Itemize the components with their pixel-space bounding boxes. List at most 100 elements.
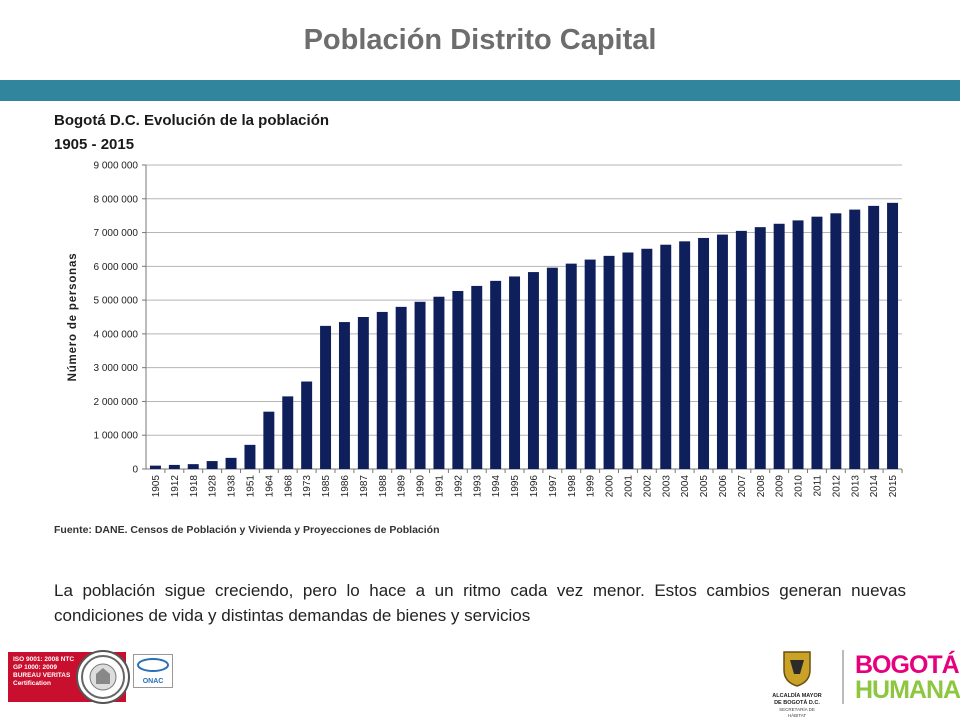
bogota-coat-of-arms-icon: ALCALDÍA MAYOR DE BOGOTÁ D.C. SECRETARÍA… xyxy=(770,648,824,718)
iso-certification-text: ISO 9001: 2008 NTC GP 1000: 2009 BUREAU … xyxy=(13,656,75,687)
bar xyxy=(698,237,710,469)
x-tick-label: 1991 xyxy=(434,475,445,498)
bar xyxy=(584,259,596,469)
x-tick-label: 1996 xyxy=(529,475,540,498)
bar xyxy=(622,252,634,469)
bar xyxy=(206,461,218,469)
bar xyxy=(376,311,388,469)
x-tick-label: 1992 xyxy=(453,475,464,498)
bar xyxy=(395,306,407,469)
bar xyxy=(320,325,332,469)
bar xyxy=(811,216,823,469)
x-tick-label: 2015 xyxy=(888,475,899,498)
x-tick-label: 2014 xyxy=(869,475,880,498)
chart-title: Bogotá D.C. Evolución de la población xyxy=(54,112,330,129)
bureau-veritas-seal-icon xyxy=(76,650,130,704)
y-tick-label: 7 000 000 xyxy=(94,228,139,239)
y-tick-label: 5 000 000 xyxy=(94,296,139,307)
bar xyxy=(338,322,350,469)
bar xyxy=(754,227,766,469)
x-tick-label: 2013 xyxy=(850,475,861,498)
x-tick-label: 1985 xyxy=(321,475,332,498)
bar xyxy=(168,464,180,469)
caption-text: La población sigue creciendo, pero lo ha… xyxy=(54,581,906,625)
x-tick-label: 1928 xyxy=(208,475,219,498)
x-tick-label: 1951 xyxy=(245,475,256,498)
bar xyxy=(660,244,672,469)
x-tick-label: 2005 xyxy=(699,475,710,498)
alcaldia-label: ALCALDÍA MAYOR DE BOGOTÁ D.C. xyxy=(772,693,822,706)
bar xyxy=(244,444,256,469)
x-tick-label: 1990 xyxy=(416,475,427,498)
x-tick-label: 2011 xyxy=(812,475,823,497)
title-band xyxy=(0,80,960,101)
y-tick-label: 4 000 000 xyxy=(94,329,139,340)
onac-logo: ONAC xyxy=(133,654,173,688)
x-tick-label: 1997 xyxy=(548,475,559,498)
x-tick-label: 2000 xyxy=(605,475,616,498)
y-axis-label: Número de personas xyxy=(67,253,79,382)
x-tick-label: 1905 xyxy=(151,475,162,498)
bar xyxy=(490,280,502,469)
x-tick-label: 1998 xyxy=(567,475,578,498)
x-tick-label: 2009 xyxy=(775,475,786,498)
bar xyxy=(679,241,691,469)
y-tick-label: 8 000 000 xyxy=(94,194,139,205)
x-tick-label: 2007 xyxy=(737,475,748,498)
bar xyxy=(225,457,237,469)
bar xyxy=(849,209,861,469)
y-tick-label: 6 000 000 xyxy=(94,262,139,273)
bar xyxy=(414,301,426,469)
page-title: Población Distrito Capital xyxy=(303,24,657,56)
chart-source-note: Fuente: DANE. Censos de Población y Vivi… xyxy=(54,524,440,536)
bar xyxy=(773,223,785,469)
chart-subtitle: 1905 - 2015 xyxy=(54,136,135,153)
x-tick-label: 2002 xyxy=(642,475,653,498)
bar xyxy=(603,255,615,469)
secretaria-label: SECRETARÍA DE HÁBITAT xyxy=(779,707,815,718)
bar xyxy=(263,411,275,469)
y-tick-label: 3 000 000 xyxy=(94,363,139,374)
x-tick-label: 1999 xyxy=(586,475,597,498)
y-tick-label: 2 000 000 xyxy=(94,397,139,408)
x-tick-label: 1988 xyxy=(378,475,389,498)
x-tick-label: 1993 xyxy=(472,475,483,498)
bar xyxy=(433,296,445,469)
x-tick-label: 1995 xyxy=(510,475,521,498)
x-tick-label: 1964 xyxy=(264,475,275,498)
bar xyxy=(792,220,804,469)
x-tick-label: 2012 xyxy=(831,475,842,498)
x-tick-label: 1994 xyxy=(491,475,502,498)
bar xyxy=(546,267,558,469)
x-tick-label: 2001 xyxy=(623,475,634,498)
x-tick-label: 1918 xyxy=(189,475,200,498)
bar xyxy=(887,202,899,469)
bar xyxy=(282,396,294,469)
bar xyxy=(868,205,880,470)
y-tick-label: 0 xyxy=(132,465,138,476)
bar xyxy=(830,213,842,469)
x-tick-label: 1912 xyxy=(170,475,181,498)
population-bar-chart: 0 1 000 000 2 000 000 3 000 000 4 000 000 5 0… xyxy=(67,161,903,498)
brand-line-2: HUMANA xyxy=(855,676,960,704)
y-tick-label: 1 000 000 xyxy=(94,431,139,442)
bar xyxy=(716,234,728,469)
x-tick-label: 2008 xyxy=(756,475,767,498)
bar xyxy=(301,381,313,469)
bar xyxy=(357,317,369,469)
x-tick-label: 1973 xyxy=(302,475,313,498)
bar xyxy=(471,285,483,469)
x-tick-label: 2010 xyxy=(794,475,805,498)
bar xyxy=(565,263,577,469)
bar xyxy=(641,248,653,469)
footer-divider xyxy=(842,650,844,704)
x-tick-label: 1987 xyxy=(359,475,370,498)
x-tick-label: 1938 xyxy=(227,475,238,498)
x-tick-label: 2003 xyxy=(661,475,672,498)
x-tick-label: 1989 xyxy=(397,475,408,498)
x-tick-label: 1968 xyxy=(283,475,294,498)
brand-line-1: BOGOTÁ xyxy=(855,651,960,679)
y-tick-label: 9 000 000 xyxy=(94,161,139,172)
bar xyxy=(527,272,539,469)
bar xyxy=(187,464,199,469)
